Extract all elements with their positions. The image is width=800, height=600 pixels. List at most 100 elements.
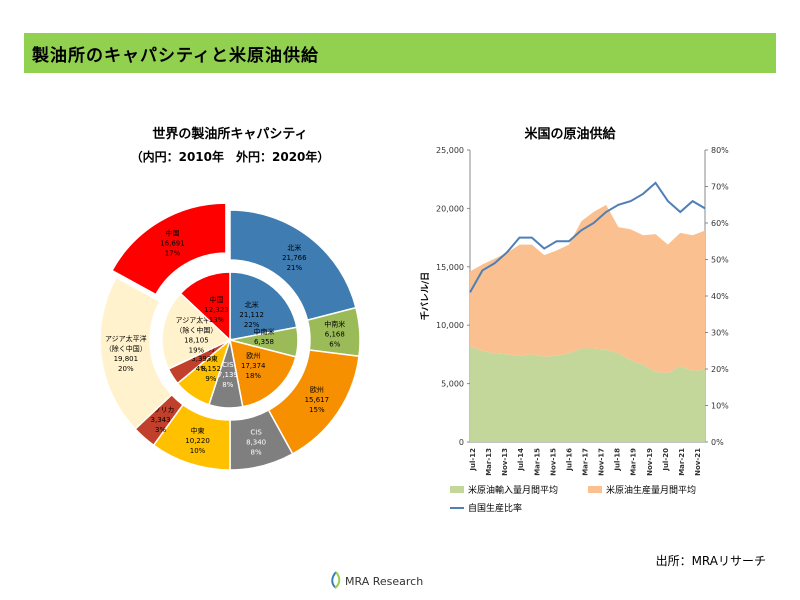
inner-slice-label: 13% bbox=[209, 316, 225, 324]
inner-slice-label: 8% bbox=[222, 381, 233, 389]
outer-slice-label: 10% bbox=[190, 447, 206, 455]
outer-slice-label: 中東 bbox=[191, 426, 205, 435]
inner-slice-label: 18% bbox=[245, 372, 261, 380]
outer-slice-label: 6% bbox=[329, 340, 340, 348]
y-tick-label: 15,000 bbox=[436, 263, 464, 272]
y2-tick-label: 80% bbox=[711, 146, 729, 155]
header-bar: 製油所のキャパシティと米原油供給 bbox=[24, 33, 776, 73]
y-tick-label: 5,000 bbox=[441, 380, 464, 389]
y-axis-label: 千バレル/日 bbox=[419, 272, 431, 320]
inner-slice-label: 18,105 bbox=[184, 337, 209, 345]
outer-slice-label: 17% bbox=[165, 250, 181, 258]
x-tick-label: Mar-19 bbox=[630, 448, 638, 476]
outer-slice-label: 6,168 bbox=[325, 330, 345, 338]
inner-slice-label: 欧州 bbox=[246, 351, 260, 360]
inner-slice-label: 7,139 bbox=[218, 371, 238, 379]
x-tick-label: Nov-17 bbox=[598, 448, 606, 476]
inner-slice-label: 中国 bbox=[209, 295, 223, 304]
outer-slice-label: 中南米 bbox=[324, 319, 345, 328]
outer-slice-label: 3,343 bbox=[151, 416, 171, 424]
outer-slice-label: 10,220 bbox=[185, 437, 210, 445]
y2-tick-label: 30% bbox=[711, 329, 729, 338]
outer-slice-label: 欧州 bbox=[310, 385, 324, 394]
production-area bbox=[470, 204, 705, 374]
ratio-line bbox=[469, 181, 706, 293]
inner-slice-label: （除く中国） bbox=[175, 326, 217, 335]
outer-slice-label: 16,691 bbox=[160, 240, 185, 248]
outer-slice-label: 21% bbox=[287, 264, 303, 272]
outer-slice-label: 19,801 bbox=[114, 355, 139, 363]
inner-slice-group bbox=[179, 271, 231, 342]
inner-slice-label: 22% bbox=[244, 321, 260, 329]
x-tick-label: Nov-13 bbox=[501, 448, 509, 476]
x-tick-label: Jul-16 bbox=[565, 448, 573, 472]
page-title: 製油所のキャパシティと米原油供給 bbox=[32, 46, 319, 66]
y-tick-label: 25,000 bbox=[436, 146, 464, 155]
inner-slice-label: アジア太平洋 bbox=[176, 316, 218, 325]
inner-slice-label: 8,152 bbox=[201, 365, 221, 373]
y2-tick-label: 40% bbox=[711, 292, 729, 301]
inner-slice-label: 12,323 bbox=[204, 306, 229, 314]
outer-slice-group bbox=[110, 202, 227, 296]
inner-slice-label: 北米 bbox=[245, 300, 259, 309]
y2-tick-label: 60% bbox=[711, 219, 729, 228]
logo-text: MRA Research bbox=[345, 575, 424, 588]
x-tick-label: Jul-12 bbox=[469, 448, 477, 472]
x-tick-label: Jul-20 bbox=[662, 448, 670, 472]
outer-slice-label: 中国 bbox=[165, 229, 179, 238]
x-tick-label: Mar-17 bbox=[582, 448, 590, 476]
line-chart-title: 米国の原油供給 bbox=[524, 127, 616, 142]
inner-slice-label: 中南米 bbox=[253, 327, 274, 336]
legend-label: 米原油生産量月間平均 bbox=[606, 484, 696, 496]
y-tick-label: 10,000 bbox=[436, 321, 464, 330]
x-tick-label: Nov-15 bbox=[549, 448, 557, 476]
legend-swatch bbox=[450, 486, 464, 493]
legend-label: 自国生産比率 bbox=[468, 502, 522, 514]
donut-chart-title: 世界の製油所キャパシティ bbox=[152, 127, 308, 142]
legend-label: 米原油輸入量月間平均 bbox=[468, 484, 558, 496]
inner-slice-label: 中東 bbox=[204, 354, 218, 363]
y2-tick-label: 70% bbox=[711, 183, 729, 192]
y2-tick-label: 0% bbox=[711, 438, 724, 447]
y-tick-label: 20,000 bbox=[436, 204, 464, 213]
source-note: 出所：MRAリサーチ bbox=[655, 554, 766, 568]
x-tick-label: Nov-21 bbox=[694, 448, 702, 476]
x-tick-label: Mar-13 bbox=[485, 448, 493, 476]
inner-slice-label: 4% bbox=[196, 365, 207, 373]
outer-slice-label: 3% bbox=[155, 426, 166, 434]
outer-slice bbox=[110, 202, 227, 296]
x-tick-label: Jul-18 bbox=[614, 448, 622, 472]
mra-logo-icon bbox=[331, 571, 341, 589]
outer-slice-label: 15,617 bbox=[305, 396, 330, 404]
inner-slice-label: 3,393 bbox=[191, 355, 211, 363]
outer-slice-label: CIS bbox=[250, 429, 262, 437]
outer-slice-label: 21,766 bbox=[282, 254, 307, 262]
x-tick-label: Jul-14 bbox=[517, 448, 525, 472]
x-tick-label: Nov-19 bbox=[646, 448, 654, 476]
donut-chart: 北米 21,766 21% 中南米 6,168 6% 欧州 15,617 15% CIS 8,340… bbox=[99, 202, 361, 471]
y2-tick-label: 10% bbox=[711, 402, 729, 411]
outer-slice-label: 北米 bbox=[287, 243, 301, 252]
import-area bbox=[470, 346, 705, 442]
outer-slice-label: 8,340 bbox=[246, 439, 266, 447]
outer-slice-label: 20% bbox=[118, 365, 134, 373]
outer-slice-label: 8% bbox=[251, 449, 262, 457]
donut-chart-subtitle: （内円：2010年 外円：2020年） bbox=[130, 150, 330, 164]
inner-slice-label: 17,374 bbox=[241, 362, 266, 370]
y2-tick-label: 50% bbox=[711, 256, 729, 265]
outer-slice-label: アジア太平洋 bbox=[105, 334, 147, 343]
supply-chart: 0 5,000 10,000 15,000 20,000 25,000 0% 10% 20% 30… bbox=[419, 146, 729, 514]
legend-swatch bbox=[588, 486, 602, 493]
inner-slice-label: 9% bbox=[205, 375, 216, 383]
inner-slice bbox=[179, 271, 231, 342]
y-tick-label: 0 bbox=[459, 438, 464, 447]
inner-slice-label: 21,112 bbox=[239, 311, 264, 319]
y2-tick-label: 20% bbox=[711, 365, 729, 374]
inner-slice-label: 6,358 bbox=[254, 338, 274, 346]
outer-slice bbox=[99, 276, 173, 431]
outer-slice-group bbox=[99, 276, 173, 431]
outer-slice-label: （除く中国） bbox=[105, 344, 147, 353]
outer-slice-label: アフリカ bbox=[147, 406, 175, 414]
x-tick-label: Mar-21 bbox=[678, 448, 686, 476]
inner-slice-label: 19% bbox=[189, 347, 205, 355]
